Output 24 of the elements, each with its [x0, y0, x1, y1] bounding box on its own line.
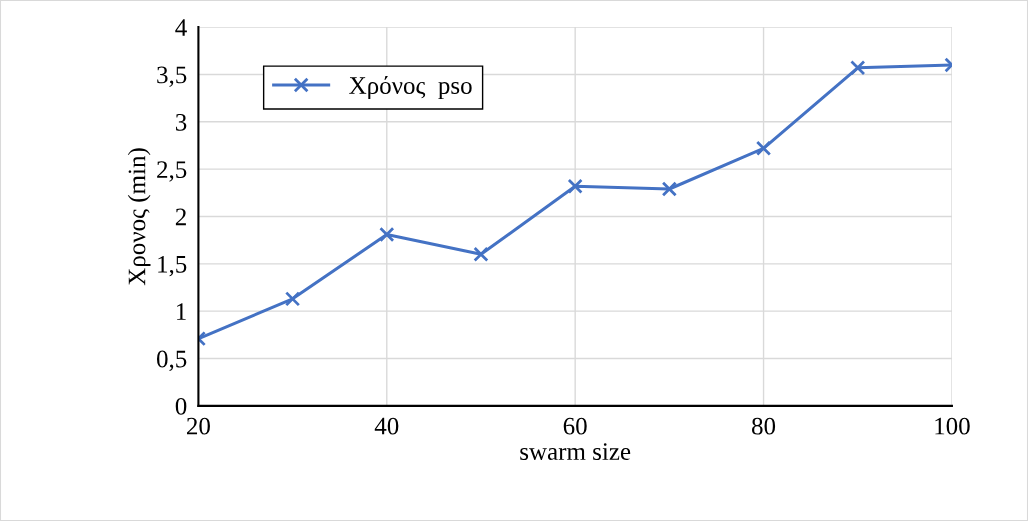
- y-tick-label: 0,5: [157, 350, 187, 372]
- point: [850, 60, 866, 76]
- x-tick-label: 100: [935, 417, 970, 435]
- legend-label: Χρόνος pso: [349, 76, 472, 100]
- y-tick-label: 0: [175, 397, 187, 415]
- point: [567, 178, 583, 194]
- y-tick-label: 3: [175, 113, 187, 131]
- x-tick-label: 60: [563, 417, 587, 435]
- point: [755, 140, 772, 156]
- y-tick-label: 2,5: [157, 161, 187, 182]
- point: [473, 246, 489, 262]
- y-tick-label: 1,5: [158, 255, 187, 277]
- point: [379, 226, 395, 243]
- y-tick-label: 2: [175, 208, 186, 226]
- y-tick-label: 3,5: [157, 66, 187, 87]
- y-tick-label: 1: [176, 303, 186, 320]
- x-axis-title: swarm size: [520, 443, 631, 461]
- point: [284, 291, 301, 307]
- x-tick-label: 20: [187, 417, 210, 435]
- point: [661, 181, 677, 197]
- x-tick-label: 40: [374, 417, 399, 435]
- x-tick-label: 80: [752, 417, 776, 435]
- y-axis-title: Χρονος (min): [127, 148, 151, 286]
- y-tick-label: 4: [175, 19, 187, 36]
